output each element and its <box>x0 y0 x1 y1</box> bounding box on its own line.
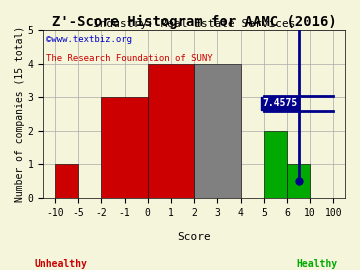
Text: Healthy: Healthy <box>296 259 337 269</box>
Bar <box>287 164 310 198</box>
Text: Industry: Real Estate Services: Industry: Real Estate Services <box>93 19 296 29</box>
Y-axis label: Number of companies (15 total): Number of companies (15 total) <box>15 26 25 202</box>
Text: Unhealthy: Unhealthy <box>35 259 87 269</box>
Title: Z'-Score Histogram for AAMC (2016): Z'-Score Histogram for AAMC (2016) <box>52 15 337 29</box>
Bar <box>148 64 194 198</box>
Text: 7.4575: 7.4575 <box>262 98 298 108</box>
Bar <box>102 97 148 198</box>
Text: The Research Foundation of SUNY: The Research Foundation of SUNY <box>46 54 213 63</box>
X-axis label: Score: Score <box>177 231 211 241</box>
Bar <box>194 64 240 198</box>
Bar <box>55 164 78 198</box>
Text: ©www.textbiz.org: ©www.textbiz.org <box>46 35 132 44</box>
Bar <box>264 131 287 198</box>
